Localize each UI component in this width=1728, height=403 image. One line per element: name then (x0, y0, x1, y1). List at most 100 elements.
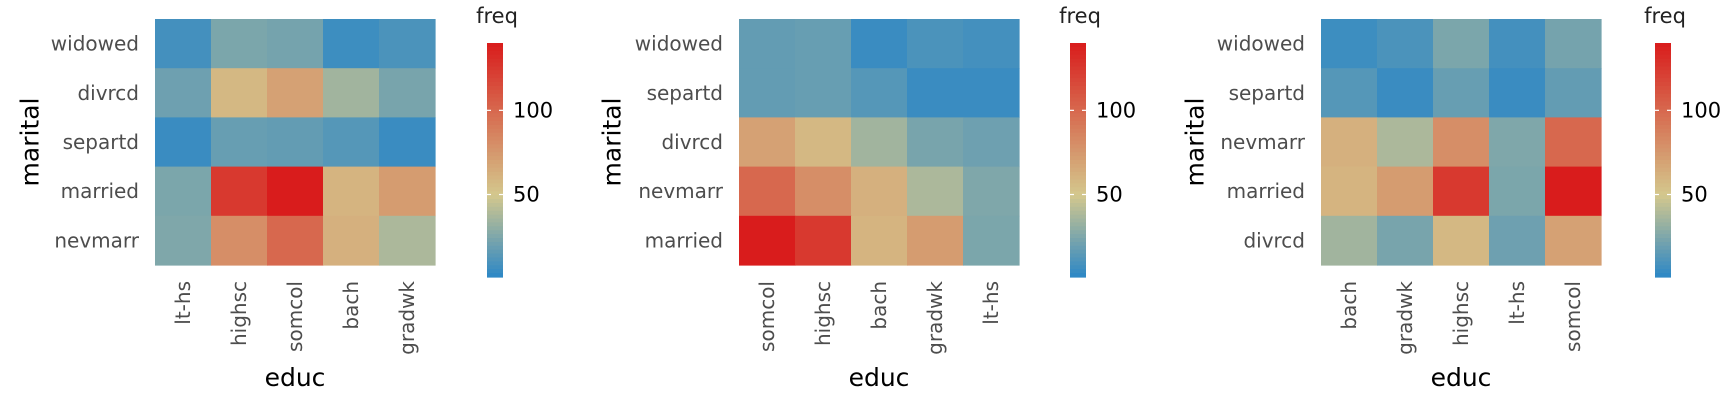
y-tick-label: nevmarr (1220, 130, 1305, 154)
heatmap-cell (907, 215, 964, 266)
legend-gradient-segment (487, 156, 503, 161)
x-tick-label: lt-hs (979, 281, 1003, 325)
legend-gradient-segment (1070, 82, 1086, 87)
legend-gradient-segment (1655, 58, 1671, 64)
legend-gradient-segment (1655, 82, 1671, 87)
legend-gradient-segment (487, 273, 503, 278)
legend-gradient-segment (1070, 222, 1086, 227)
legend-gradient-segment (487, 218, 503, 223)
legend-gradient-segment (1070, 140, 1086, 145)
x-tick-label: lt-hs (171, 281, 195, 325)
legend-gradient-segment (1070, 187, 1086, 192)
legend-gradient-segment (1655, 89, 1671, 95)
heatmap-panel-1: widowed divrcd separtd married nevmarr lt-hs h… (16, 4, 554, 392)
legend-gradient-segment (487, 206, 503, 212)
legend-gradient-segment (1655, 54, 1671, 60)
legend-gradient-segment (487, 136, 503, 142)
legend-gradient-segment (1070, 191, 1086, 196)
heatmap-cell (851, 68, 908, 118)
legend-gradient-segment (487, 50, 503, 56)
y-tick-label: separtd (63, 130, 139, 154)
legend-gradient-segment (1655, 43, 1671, 48)
legend-gradient-segment (1070, 128, 1086, 134)
heatmap-cell (1433, 19, 1490, 69)
legend-gradient-segment (1070, 179, 1086, 184)
legend-gradient-segment (1655, 148, 1671, 153)
legend-gradient-segment (1655, 210, 1671, 216)
x-tick-label: bach (339, 281, 363, 330)
x-tick-label: gradwk (395, 281, 419, 355)
legend-gradient-segment (1070, 175, 1086, 181)
heatmap-cell (795, 166, 852, 217)
legend-gradient-segment (1070, 70, 1086, 75)
legend-tick-label: 50 (1681, 183, 1708, 207)
heatmap-cell (739, 68, 796, 118)
heatmap-cell (1321, 117, 1378, 168)
legend-gradient-segment (487, 124, 503, 130)
heatmap-cell (963, 68, 1020, 118)
legend-gradient-segment (487, 245, 503, 251)
heatmap-cell (907, 166, 964, 217)
legend-gradient-segment (487, 222, 503, 227)
legend-tick-label: 50 (513, 183, 540, 207)
legend-gradient-segment (1070, 132, 1086, 138)
heatmap-cell (267, 166, 324, 217)
legend-gradient-segment (1070, 265, 1086, 270)
legend-gradient-segment (487, 183, 503, 188)
heatmap-cell (1489, 166, 1546, 217)
heatmap-cell (739, 215, 796, 266)
legend-title: freq (476, 4, 518, 28)
legend-gradient-segment (1655, 78, 1671, 83)
x-tick-label: highsc (227, 281, 251, 346)
legend-gradient-segment (1070, 202, 1086, 208)
x-tick-label: bach (867, 281, 891, 330)
heatmap-cell (1545, 19, 1602, 69)
legend-gradient-segment (1070, 261, 1086, 266)
legend-gradient-segment (1070, 160, 1086, 165)
y-tick-label: widowed (1217, 32, 1305, 56)
heatmap-cell (1377, 166, 1434, 217)
heatmap-cell (907, 68, 964, 118)
legend-gradient-segment (1655, 218, 1671, 223)
color-legend: freq 50 100 (476, 4, 553, 278)
heatmap-cell (851, 166, 908, 217)
legend-gradient-segment (1070, 171, 1086, 177)
legend-gradient-segment (1070, 124, 1086, 130)
legend-gradient-segment (1070, 241, 1086, 247)
legend-title: freq (1059, 4, 1101, 28)
heatmap-cell (1545, 166, 1602, 217)
legend-gradient-segment (1655, 160, 1671, 165)
legend-gradient-segment (1655, 66, 1671, 71)
legend-gradient-segment (1655, 171, 1671, 177)
legend-gradient-segment (1655, 273, 1671, 278)
legend-gradient-segment (1070, 97, 1086, 103)
heatmap-cell (379, 19, 436, 69)
legend-gradient-segment (1070, 85, 1086, 91)
y-axis-title: marital (598, 98, 627, 187)
legend-gradient-segment (487, 101, 503, 106)
legend-gradient-segment (487, 43, 503, 48)
legend-gradient-segment (487, 144, 503, 149)
legend-gradient-segment (1070, 121, 1086, 126)
y-tick-label: widowed (635, 32, 723, 56)
legend-gradient-segment (487, 78, 503, 83)
heatmap-cell (795, 117, 852, 168)
legend-gradient-segment (1655, 163, 1671, 169)
y-tick-label: divrcd (1243, 228, 1305, 252)
legend-gradient-segment (1070, 46, 1086, 52)
heatmap-cell (963, 166, 1020, 217)
legend-gradient-segment (1655, 261, 1671, 266)
heatmap-cell (267, 117, 324, 168)
legend-tick-label: 100 (1681, 98, 1721, 122)
legend-gradient-segment (1070, 199, 1086, 204)
heatmap-cell (1321, 68, 1378, 118)
legend-gradient-segment (487, 74, 503, 79)
legend-gradient-segment (487, 253, 503, 259)
heatmap-cell (379, 117, 436, 168)
heatmap-cell (963, 215, 1020, 266)
legend-gradient-segment (1070, 117, 1086, 122)
heatmap-cell (323, 166, 380, 217)
heatmap-cell (1377, 19, 1434, 69)
legend-gradient-segment (487, 121, 503, 126)
y-tick-label: married (61, 179, 139, 203)
